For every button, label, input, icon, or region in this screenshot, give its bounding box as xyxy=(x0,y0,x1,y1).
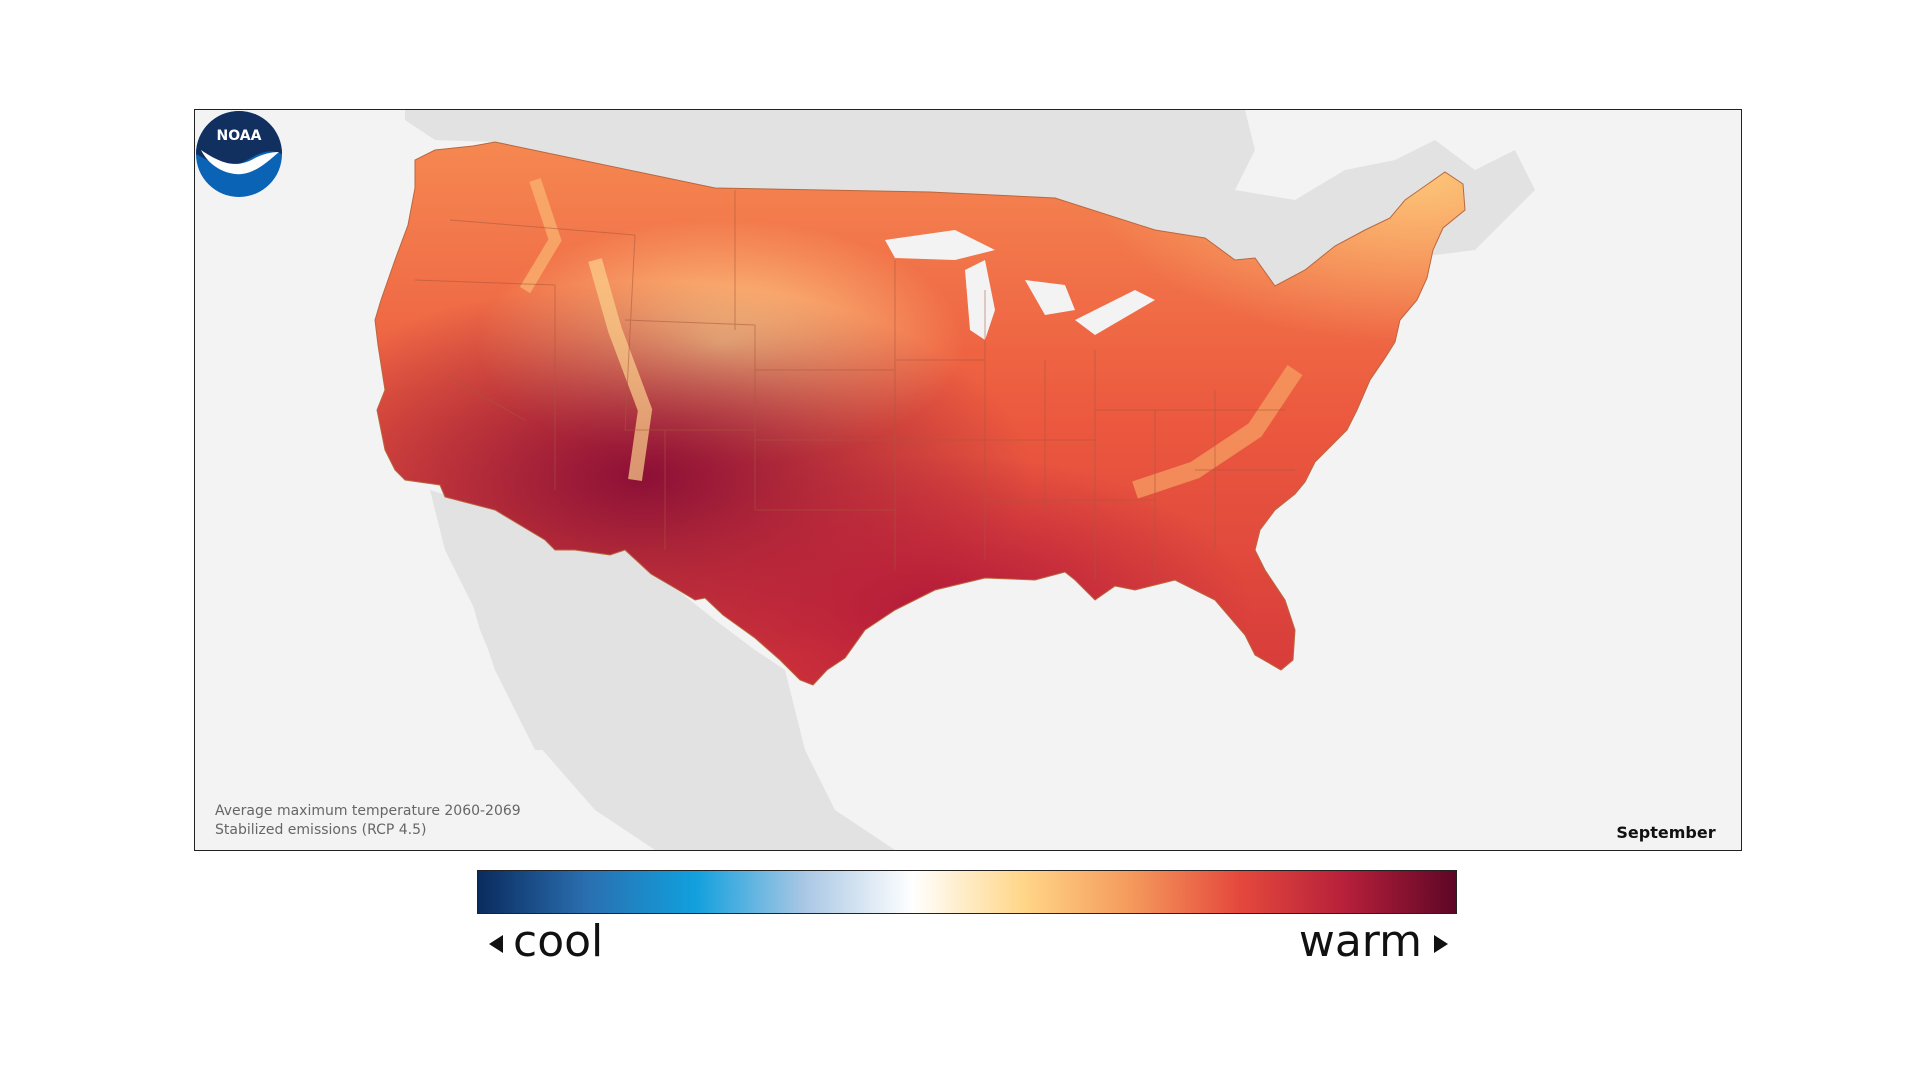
baja-land xyxy=(460,515,555,750)
noaa-logo-icon: NOAA xyxy=(196,111,282,197)
cool-legend: cool xyxy=(489,912,603,972)
right-triangle-icon xyxy=(1434,935,1448,953)
caption-scenario: Stabilized emissions (RCP 4.5) xyxy=(215,822,427,838)
map-caption: Average maximum temperature 2060-2069 St… xyxy=(215,802,521,840)
colorbar xyxy=(477,870,1457,914)
caption-title: Average maximum temperature 2060-2069 xyxy=(215,803,521,819)
canada-land xyxy=(405,110,1535,300)
cool-label: cool xyxy=(513,916,604,967)
left-triangle-icon xyxy=(489,935,503,953)
state-borders xyxy=(414,190,1295,580)
warm-label: warm xyxy=(1298,916,1422,967)
warm-legend: warm xyxy=(1299,912,1448,972)
month-label: September xyxy=(1616,823,1716,842)
mexico-land xyxy=(430,490,895,850)
svg-text:NOAA: NOAA xyxy=(217,128,262,144)
map-panel: Average maximum temperature 2060-2069 St… xyxy=(194,109,1742,851)
temperature-map xyxy=(374,110,1535,850)
